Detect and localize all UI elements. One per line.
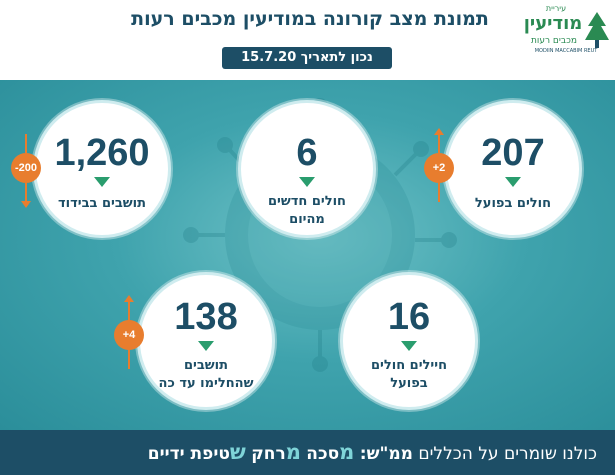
logo-english-text: MODIIN MACCABIM REUT xyxy=(534,48,598,54)
stat-value: 6 xyxy=(296,132,318,174)
rule-letter-distance: מ xyxy=(285,440,301,464)
stat-card-isolation: 1,260 תושבים בבידוד xyxy=(33,100,171,238)
tree-logo-icon xyxy=(585,12,609,48)
logo-small-text: עיריית xyxy=(545,4,567,13)
stat-label-line2: שהחלימו עד כה xyxy=(158,376,254,391)
stat-card-active-patients: 207 חולים בפועל xyxy=(444,100,582,238)
rule-handwash: טיפת ידיים xyxy=(147,444,230,464)
header: תמונת מצב קורונה במודיעין מכבים רעות נכו… xyxy=(0,0,615,80)
rule-letter-handwash: ש xyxy=(229,440,246,464)
footer-intro: כולנו שומרים על הכללים xyxy=(418,444,597,464)
rule-letter-mask: מ xyxy=(339,440,355,464)
change-indicator: +2 xyxy=(424,128,454,208)
arrow-down-icon xyxy=(21,201,31,208)
stat-label: חולים בפועל xyxy=(474,196,552,211)
logo-sub-text: מכבים רעות xyxy=(530,36,577,46)
change-badge: +4 xyxy=(114,320,144,350)
arrow-up-icon xyxy=(124,295,134,302)
change-badge: +2 xyxy=(424,153,454,183)
change-badge: -200 xyxy=(11,153,41,183)
down-triangle-icon xyxy=(198,341,214,351)
stat-card-recovered: 138 תושבים שהחלימו עד כה xyxy=(137,272,275,410)
stat-label: תושבים בבידוד xyxy=(58,196,146,211)
change-indicator: -200 xyxy=(11,128,41,208)
footer-rules-label: ממ"ש: xyxy=(359,444,413,464)
arrow-up-icon xyxy=(434,128,444,135)
rule-distance: רחק xyxy=(251,444,286,464)
down-triangle-icon xyxy=(94,177,110,187)
stat-label-line1: תושבים xyxy=(183,358,228,373)
change-indicator: +4 xyxy=(114,295,144,375)
rule-mask: סכה xyxy=(306,444,340,464)
date-badge: נכון לתאריך 15.7.20 xyxy=(222,47,392,69)
municipality-logo: עיריית מודיעין מכבים רעות MODIIN MACCABI… xyxy=(520,4,612,56)
rules-footer: כולנו שומרים על הכללים ממ"ש: מסכה מרחק ש… xyxy=(0,430,615,475)
stat-card-new-patients: 6 חולים חדשים מהיום xyxy=(238,100,376,238)
stat-value: 16 xyxy=(387,296,431,338)
stats-panel: 207 חולים בפועל +2 6 חולים חדשים מהיום 1… xyxy=(0,80,615,430)
page-title: תמונת מצב קורונה במודיעין מכבים רעות xyxy=(131,8,489,30)
stat-label-line1: חולים חדשים xyxy=(268,194,346,209)
logo-main-text: מודיעין xyxy=(523,13,583,34)
stat-value: 138 xyxy=(174,296,238,338)
stat-card-soldiers: 16 חיילים חולים בפועל xyxy=(340,272,478,410)
stat-value: 1,260 xyxy=(54,132,150,174)
down-triangle-icon xyxy=(505,177,521,187)
down-triangle-icon xyxy=(401,341,417,351)
stat-label-line2: מהיום xyxy=(289,212,325,227)
stat-value: 207 xyxy=(481,132,545,174)
down-triangle-icon xyxy=(299,177,315,187)
stat-label-line1: חיילים חולים xyxy=(371,358,447,373)
stat-label-line2: בפועל xyxy=(390,376,428,391)
